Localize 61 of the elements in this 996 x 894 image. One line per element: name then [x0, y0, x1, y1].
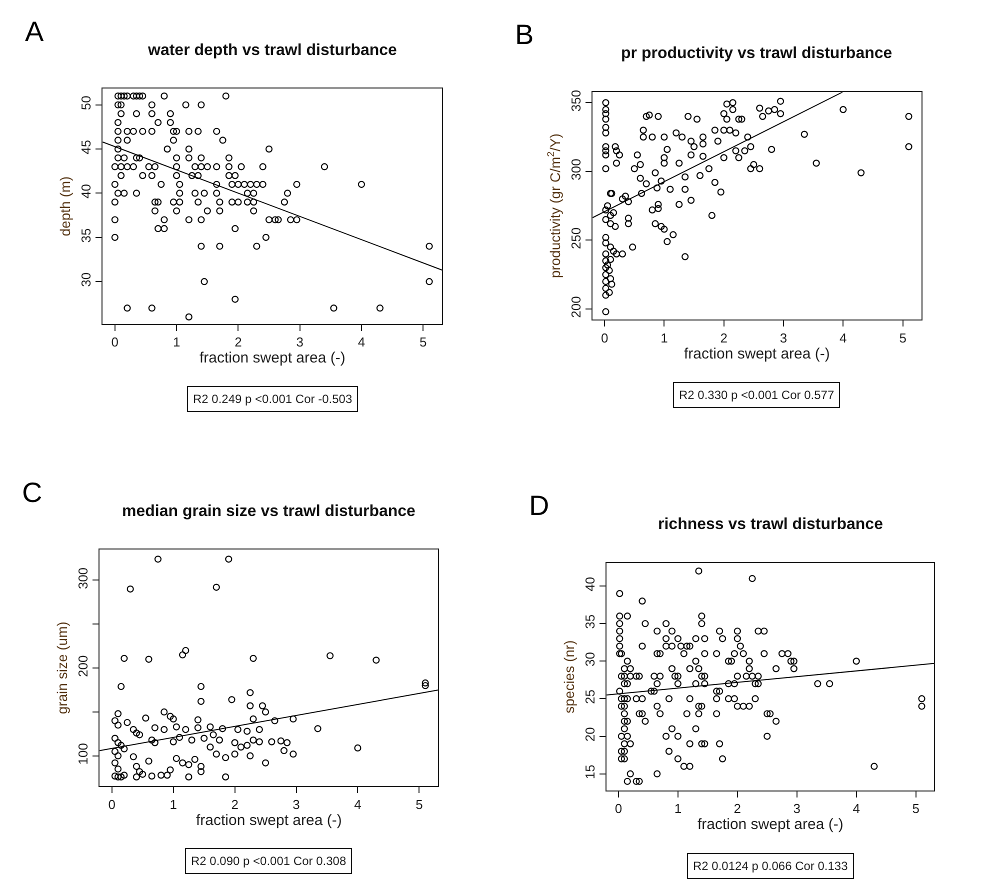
y-axis-title: species (nr)	[560, 640, 577, 714]
x-tick-label: 2	[234, 334, 242, 350]
x-tick-label: 1	[674, 801, 682, 816]
chart-title: water depth vs trawl disturbance	[147, 42, 398, 59]
x-tick-label: 3	[296, 334, 304, 350]
y-tick-label: 35	[78, 228, 94, 243]
chart-title: median grain size vs trawl disturbance	[122, 503, 416, 520]
chart-title: richness vs trawl disturbance	[658, 516, 884, 533]
y-tick-label: 100	[75, 743, 90, 765]
x-axis-title: fraction swept area (-)	[697, 816, 844, 834]
y-tick-label: 35	[582, 614, 598, 629]
y-tick-label: 200	[75, 655, 90, 677]
x-tick-label: 1	[170, 796, 177, 812]
x-tick-label: 5	[420, 334, 427, 350]
text: R2 0.330 p <0.001 Cor 0.577	[679, 388, 834, 402]
text: B	[515, 19, 534, 50]
x-tick-label: 2	[734, 801, 742, 816]
chart-title: pr productivity vs trawl disturbance	[621, 45, 892, 62]
text: C	[22, 477, 42, 508]
x-tick-label: 5	[912, 801, 920, 816]
x-tick-label: 5	[416, 796, 423, 812]
x-tick-label: 3	[780, 330, 788, 346]
x-tick-label: 4	[852, 801, 860, 816]
y-tick-label: 250	[568, 227, 584, 250]
y-axis-title: depth (m)	[56, 176, 73, 236]
y-axis-title: grain size (um)	[54, 622, 70, 714]
x-axis-title: fraction swept area (-)	[199, 350, 346, 367]
y-tick-label: 30	[78, 272, 94, 287]
y-tick-label: 25	[582, 690, 598, 704]
y-tick-label: 30	[582, 652, 598, 666]
x-tick-label: 0	[600, 330, 608, 346]
y-tick-label: 40	[78, 184, 94, 199]
y-tick-label: 300	[568, 158, 584, 180]
x-tick-label: 2	[720, 330, 728, 346]
x-tick-label: 0	[108, 796, 116, 812]
y-tick-label: 45	[78, 140, 94, 154]
text: D	[529, 490, 550, 521]
x-tick-label: 1	[172, 334, 180, 350]
x-axis-title: fraction swept area (-)	[196, 812, 342, 829]
y-tick-label: 40	[582, 576, 598, 592]
text: R2 0.249 p <0.001 Cor -0.503	[193, 392, 352, 406]
x-tick-label: 0	[111, 334, 119, 350]
x-tick-label: 4	[840, 330, 847, 346]
x-tick-label: 3	[292, 796, 300, 812]
x-tick-label: 3	[793, 801, 800, 816]
x-tick-label: 4	[358, 334, 366, 350]
y-tick-label: 50	[78, 96, 94, 110]
text: R2 0.0124 p 0.066 Cor 0.133	[693, 859, 848, 873]
x-tick-label: 4	[354, 796, 362, 812]
x-tick-label: 2	[231, 796, 238, 812]
x-tick-label: 0	[614, 801, 622, 816]
text: R2 0.090 p <0.001 Cor 0.308	[191, 854, 346, 868]
x-tick-label: 1	[660, 330, 668, 346]
y-tick-label: 20	[582, 727, 598, 742]
x-tick-label: 5	[899, 330, 906, 346]
y-tick-label: 300	[75, 567, 90, 590]
y-tick-label: 350	[568, 90, 584, 112]
y-tick-label: 15	[582, 764, 598, 780]
y-tick-label: 200	[568, 296, 584, 318]
text: A	[25, 16, 44, 47]
x-axis-title: fraction swept area (-)	[684, 345, 830, 362]
